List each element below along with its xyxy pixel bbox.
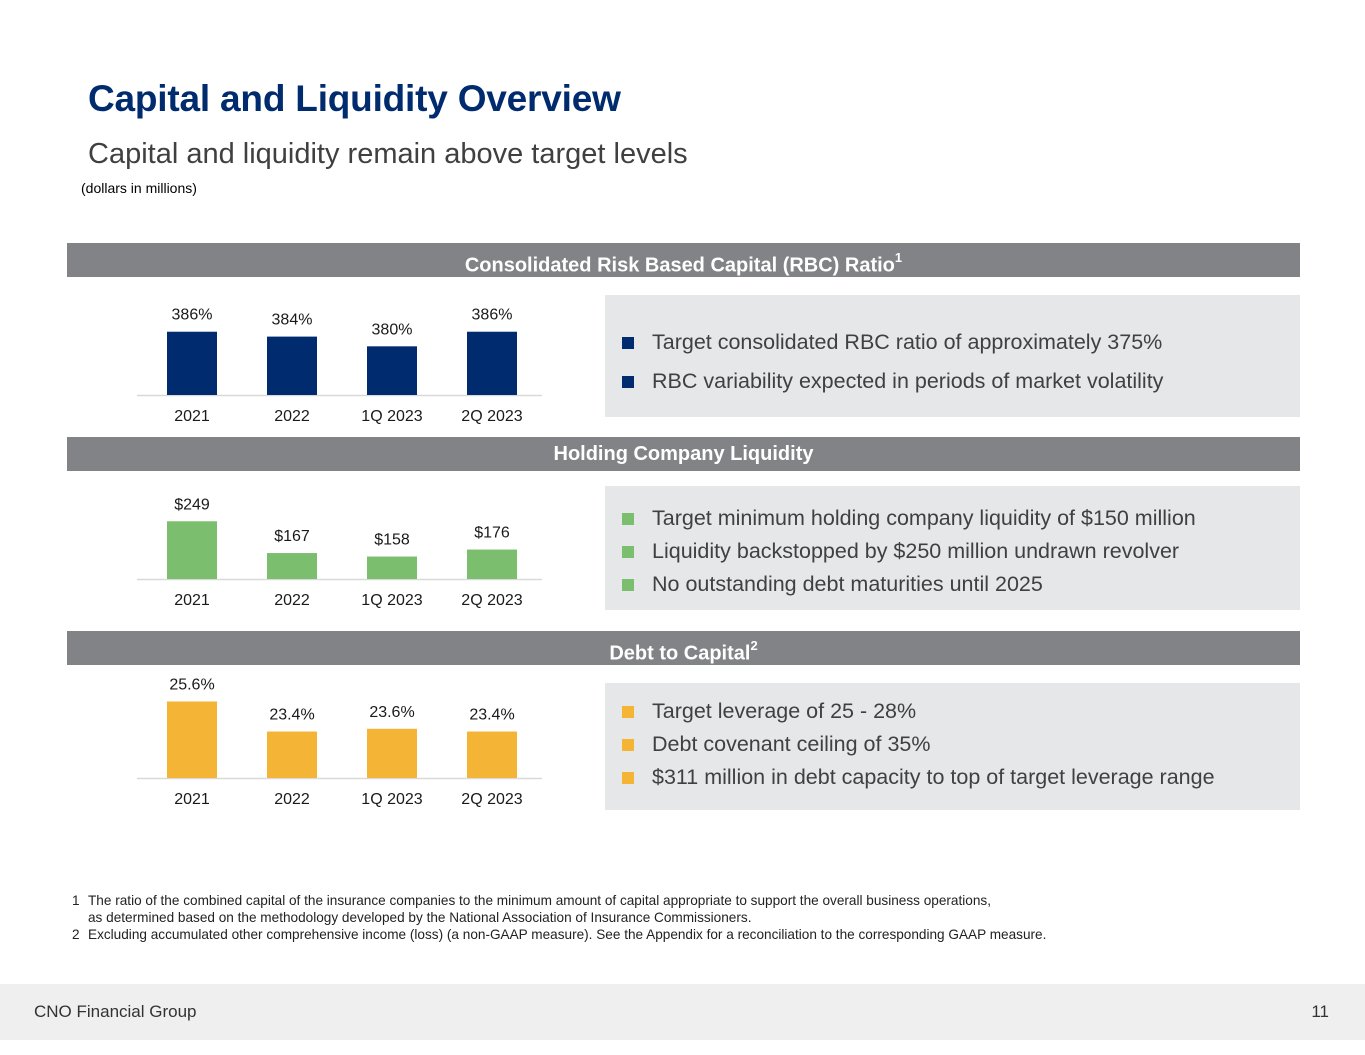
category-label: 1Q 2023 [361, 408, 422, 425]
bar [367, 728, 417, 778]
square-bullet-icon [622, 545, 634, 558]
square-bullet-icon [622, 512, 634, 525]
bullet-text: $311 million in debt capacity to top of … [652, 765, 1215, 789]
rbc-ratio-chart: 386% 2021 384% 2022 380% 1Q 2023 386% 2Q 2023 [137, 285, 542, 430]
footnote-text: Excluding accumulated other comprehensiv… [88, 926, 1047, 942]
debt-to-capital-chart: 25.6% 2021 23.4% 2022 23.6% 1Q 2023 23.4% 2Q 20… [137, 666, 542, 813]
footnotes: 1 The ratio of the combined capital of t… [72, 893, 1046, 943]
square-bullet-icon [622, 771, 634, 784]
rbc-bullet-list: Target consolidated RBC ratio of approxi… [605, 323, 1300, 401]
page-footer: CNO Financial Group 11 [0, 984, 1365, 1040]
debt-footnote-ref: 2 [750, 638, 758, 653]
category-label: 2021 [174, 408, 210, 425]
liquidity-section-header: Holding Company Liquidity [67, 437, 1300, 471]
square-bullet-icon [622, 375, 634, 388]
bar [467, 731, 517, 778]
data-label: $158 [374, 532, 410, 549]
liquidity-bullet-item: No outstanding debt maturities until 202… [622, 568, 1300, 601]
data-label: 386% [472, 307, 513, 324]
bar [167, 701, 217, 778]
square-bullet-icon [622, 336, 634, 349]
debt-bullet-item: $311 million in debt capacity to top of … [622, 761, 1300, 794]
liquidity-section-title: Holding Company Liquidity [553, 443, 814, 465]
bar [167, 331, 217, 395]
bar [267, 336, 317, 395]
bullet-text: RBC variability expected in periods of m… [652, 369, 1164, 393]
rbc-footnote-ref: 1 [894, 250, 903, 265]
category-label: 2022 [274, 408, 310, 425]
debt-bullet-list: Target leverage of 25 - 28% Debt covenant… [605, 695, 1300, 794]
liquidity-bullet-item: Liquidity backstopped by $250 million un… [622, 535, 1300, 568]
debt-bullet-item: Debt covenant ceiling of 35% [622, 728, 1300, 761]
rbc-bullet-item: RBC variability expected in periods of m… [622, 362, 1300, 401]
bar [367, 556, 417, 579]
bar [367, 346, 417, 395]
data-label: 380% [372, 321, 413, 338]
data-label: 23.4% [469, 707, 514, 724]
liquidity-bullet-item: Target minimum holding company liquidity… [622, 502, 1300, 535]
bullet-text: No outstanding debt maturities until 202… [652, 572, 1043, 596]
data-label: 23.4% [269, 707, 314, 724]
liquidity-chart: $249 2021 $167 2022 $158 1Q 2023 $176 2Q 2023 [137, 484, 542, 614]
footnote-text: The ratio of the combined capital of the… [88, 893, 991, 908]
category-label: 1Q 2023 [361, 791, 422, 808]
rbc-section-header: Consolidated Risk Based Capital (RBC) Ra… [67, 243, 1300, 277]
data-label: 25.6% [169, 676, 214, 693]
rbc-bullet-box: Target consolidated RBC ratio of approxi… [605, 295, 1300, 417]
footnote-text-continued: as determined based on the methodology d… [88, 909, 752, 925]
data-label: 384% [272, 312, 313, 329]
square-bullet-icon [622, 738, 634, 751]
footnote-number: 2 [72, 926, 80, 942]
footnote-number: 1 [72, 893, 80, 908]
category-label: 2Q 2023 [461, 791, 522, 808]
category-label: 2021 [174, 592, 210, 609]
page-subtitle: Capital and liquidity remain above targe… [88, 138, 688, 170]
square-bullet-icon [622, 705, 634, 718]
data-label: $249 [174, 496, 210, 513]
bullet-text: Target minimum holding company liquidity… [652, 506, 1196, 530]
category-label: 2021 [174, 791, 210, 808]
bar [467, 331, 517, 395]
page-number: 11 [1311, 1002, 1329, 1021]
bar [267, 731, 317, 778]
liquidity-bullet-box: Target minimum holding company liquidity… [605, 486, 1300, 610]
category-label: 2022 [274, 791, 310, 808]
footnote-2: 2 Excluding accumulated other comprehens… [72, 927, 1046, 944]
bullet-text: Target leverage of 25 - 28% [652, 699, 917, 723]
debt-bullet-box: Target leverage of 25 - 28% Debt covenant… [605, 683, 1300, 810]
data-label: $167 [274, 528, 310, 545]
category-label: 2022 [274, 592, 310, 609]
data-label: 386% [172, 307, 213, 324]
debt-section-title: Debt to Capital [609, 642, 751, 665]
company-name: CNO Financial Group [34, 1002, 197, 1021]
units-note: (dollars in millions) [81, 180, 197, 196]
footnote-1: 1 The ratio of the combined capital of t… [72, 893, 1046, 927]
bullet-text: Target consolidated RBC ratio of approxi… [652, 330, 1163, 354]
bar [467, 549, 517, 579]
liquidity-bullet-list: Target minimum holding company liquidity… [605, 502, 1300, 601]
debt-section-header: Debt to Capital2 [67, 631, 1300, 665]
bullet-text: Debt covenant ceiling of 35% [652, 732, 931, 756]
square-bullet-icon [622, 578, 634, 591]
category-label: 2Q 2023 [461, 408, 522, 425]
category-label: 2Q 2023 [461, 592, 522, 609]
debt-bullet-item: Target leverage of 25 - 28% [622, 695, 1300, 728]
data-label: 23.6% [369, 704, 414, 721]
data-label: $176 [474, 525, 510, 542]
rbc-bullet-item: Target consolidated RBC ratio of approxi… [622, 323, 1300, 362]
category-label: 1Q 2023 [361, 592, 422, 609]
bar [267, 553, 317, 579]
bar [167, 521, 217, 579]
rbc-section-title: Consolidated Risk Based Capital (RBC) Ra… [464, 254, 895, 277]
bullet-text: Liquidity backstopped by $250 million un… [652, 539, 1180, 563]
page-title: Capital and Liquidity Overview [88, 78, 621, 119]
